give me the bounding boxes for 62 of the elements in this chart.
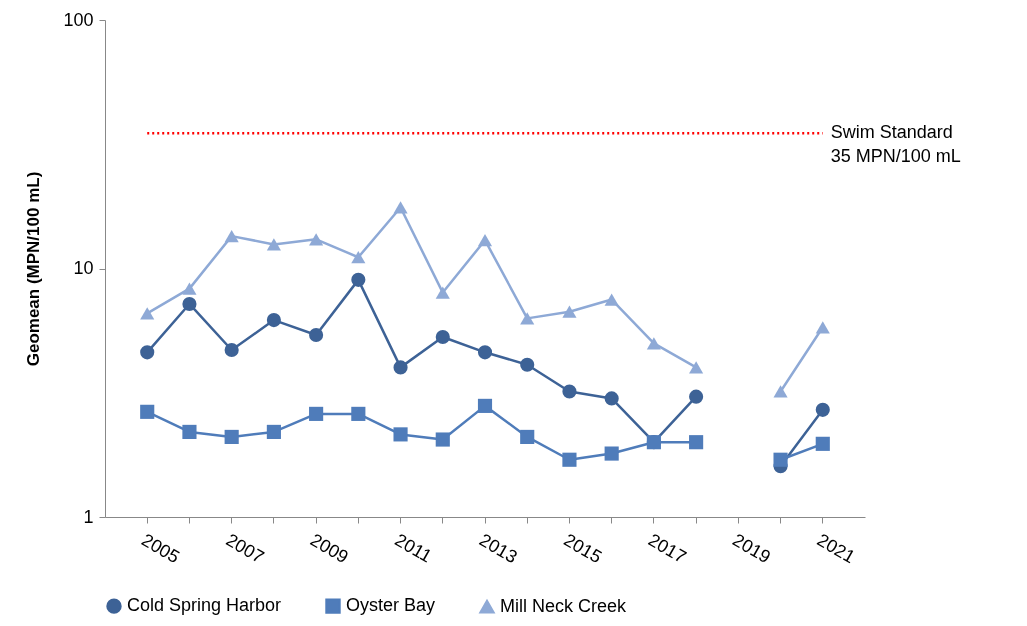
point (815, 321, 830, 334)
x-tick-label: 2009 (307, 529, 352, 568)
point (351, 272, 366, 287)
point (182, 424, 197, 439)
point (182, 282, 197, 295)
x-tick-label: 2017 (644, 529, 690, 568)
point (435, 432, 450, 447)
point (562, 305, 577, 318)
point (773, 452, 788, 467)
point (224, 229, 239, 243)
point (266, 424, 281, 439)
point (140, 345, 155, 360)
point (689, 435, 704, 450)
point (477, 234, 493, 247)
x-tick-label: 2013 (476, 529, 521, 568)
point (266, 313, 281, 328)
point (773, 385, 788, 398)
point (815, 436, 830, 451)
point (309, 327, 324, 343)
point (140, 404, 155, 419)
point (477, 398, 493, 413)
point (309, 233, 324, 246)
legend-label: Mill Neck Creek (500, 595, 628, 616)
point (520, 357, 535, 372)
y-tick-label: 100 (63, 9, 94, 30)
x-tick-label: 2015 (560, 529, 606, 568)
x-tick-label: 2007 (222, 529, 268, 568)
point (520, 429, 535, 444)
y-axis-title: Geomean (MPN/100 mL) (24, 171, 44, 367)
point (393, 427, 408, 442)
point (562, 452, 577, 467)
point (393, 201, 408, 214)
y-tick-label: 10 (73, 258, 94, 278)
point (604, 293, 619, 306)
point (689, 361, 704, 374)
point (351, 406, 366, 421)
point (435, 286, 450, 299)
point (224, 429, 239, 444)
point (604, 446, 619, 461)
x-tick-label: 2019 (729, 529, 775, 568)
point (520, 312, 535, 325)
point (562, 384, 577, 399)
x-tick-label: 2011 (391, 529, 436, 567)
point (182, 296, 197, 312)
legend-label: Cold Spring Harbor (127, 595, 282, 616)
point (604, 391, 619, 406)
point (646, 337, 661, 350)
point (351, 251, 366, 264)
point (689, 389, 704, 404)
point (435, 329, 450, 345)
point (140, 307, 155, 320)
point (477, 345, 493, 360)
legend-label: Oyster Bay (346, 595, 436, 616)
y-tick-label: 1 (83, 506, 94, 527)
x-tick-label: 2005 (138, 529, 183, 568)
ref-line-label: Swim Standard 35 MPN/100 mL (830, 122, 961, 167)
x-tick-label: 2021 (813, 529, 859, 568)
point (393, 360, 408, 375)
point (224, 342, 239, 358)
point (815, 402, 830, 417)
point (266, 238, 281, 251)
point (309, 406, 324, 421)
